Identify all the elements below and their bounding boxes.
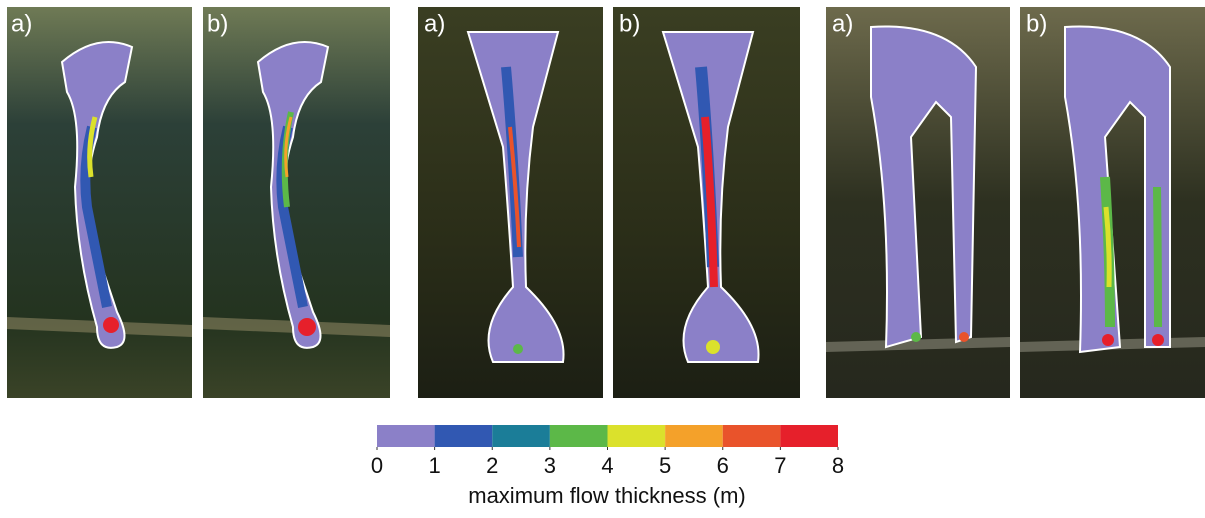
tick-label: 4	[601, 453, 613, 478]
panel-label: a)	[832, 10, 853, 37]
panel-label: b)	[619, 10, 640, 37]
tick-label: 1	[429, 453, 441, 478]
tick-label: 7	[774, 453, 786, 478]
tick-label: 3	[544, 453, 556, 478]
colorbar-segment	[780, 425, 838, 447]
colorbar-label: maximum flow thickness (m)	[468, 483, 745, 508]
colorbar-segment	[434, 425, 493, 447]
tick-label: 2	[486, 453, 498, 478]
tick-label: 0	[371, 453, 383, 478]
panel-label: b)	[1026, 10, 1047, 37]
map-panel: b)	[203, 7, 390, 398]
tick-label: 5	[659, 453, 671, 478]
map-panel: a)	[826, 7, 1010, 398]
colorbar-segment	[549, 425, 608, 447]
panel-label: b)	[207, 10, 228, 37]
map-panel: a)	[418, 7, 603, 398]
colorbar-segment	[665, 425, 723, 447]
map-panel: b)	[1020, 7, 1205, 398]
tick-label: 6	[717, 453, 729, 478]
panel-label: a)	[424, 10, 445, 37]
panel-label: a)	[11, 10, 32, 37]
tick-label: 8	[832, 453, 844, 478]
colorbar-segment	[492, 425, 550, 447]
colorbar-segment	[722, 425, 781, 447]
colorbar-segment	[377, 425, 435, 447]
map-panel: b)	[613, 7, 800, 398]
colorbar-segment	[607, 425, 666, 447]
map-panel: a)	[7, 7, 192, 398]
